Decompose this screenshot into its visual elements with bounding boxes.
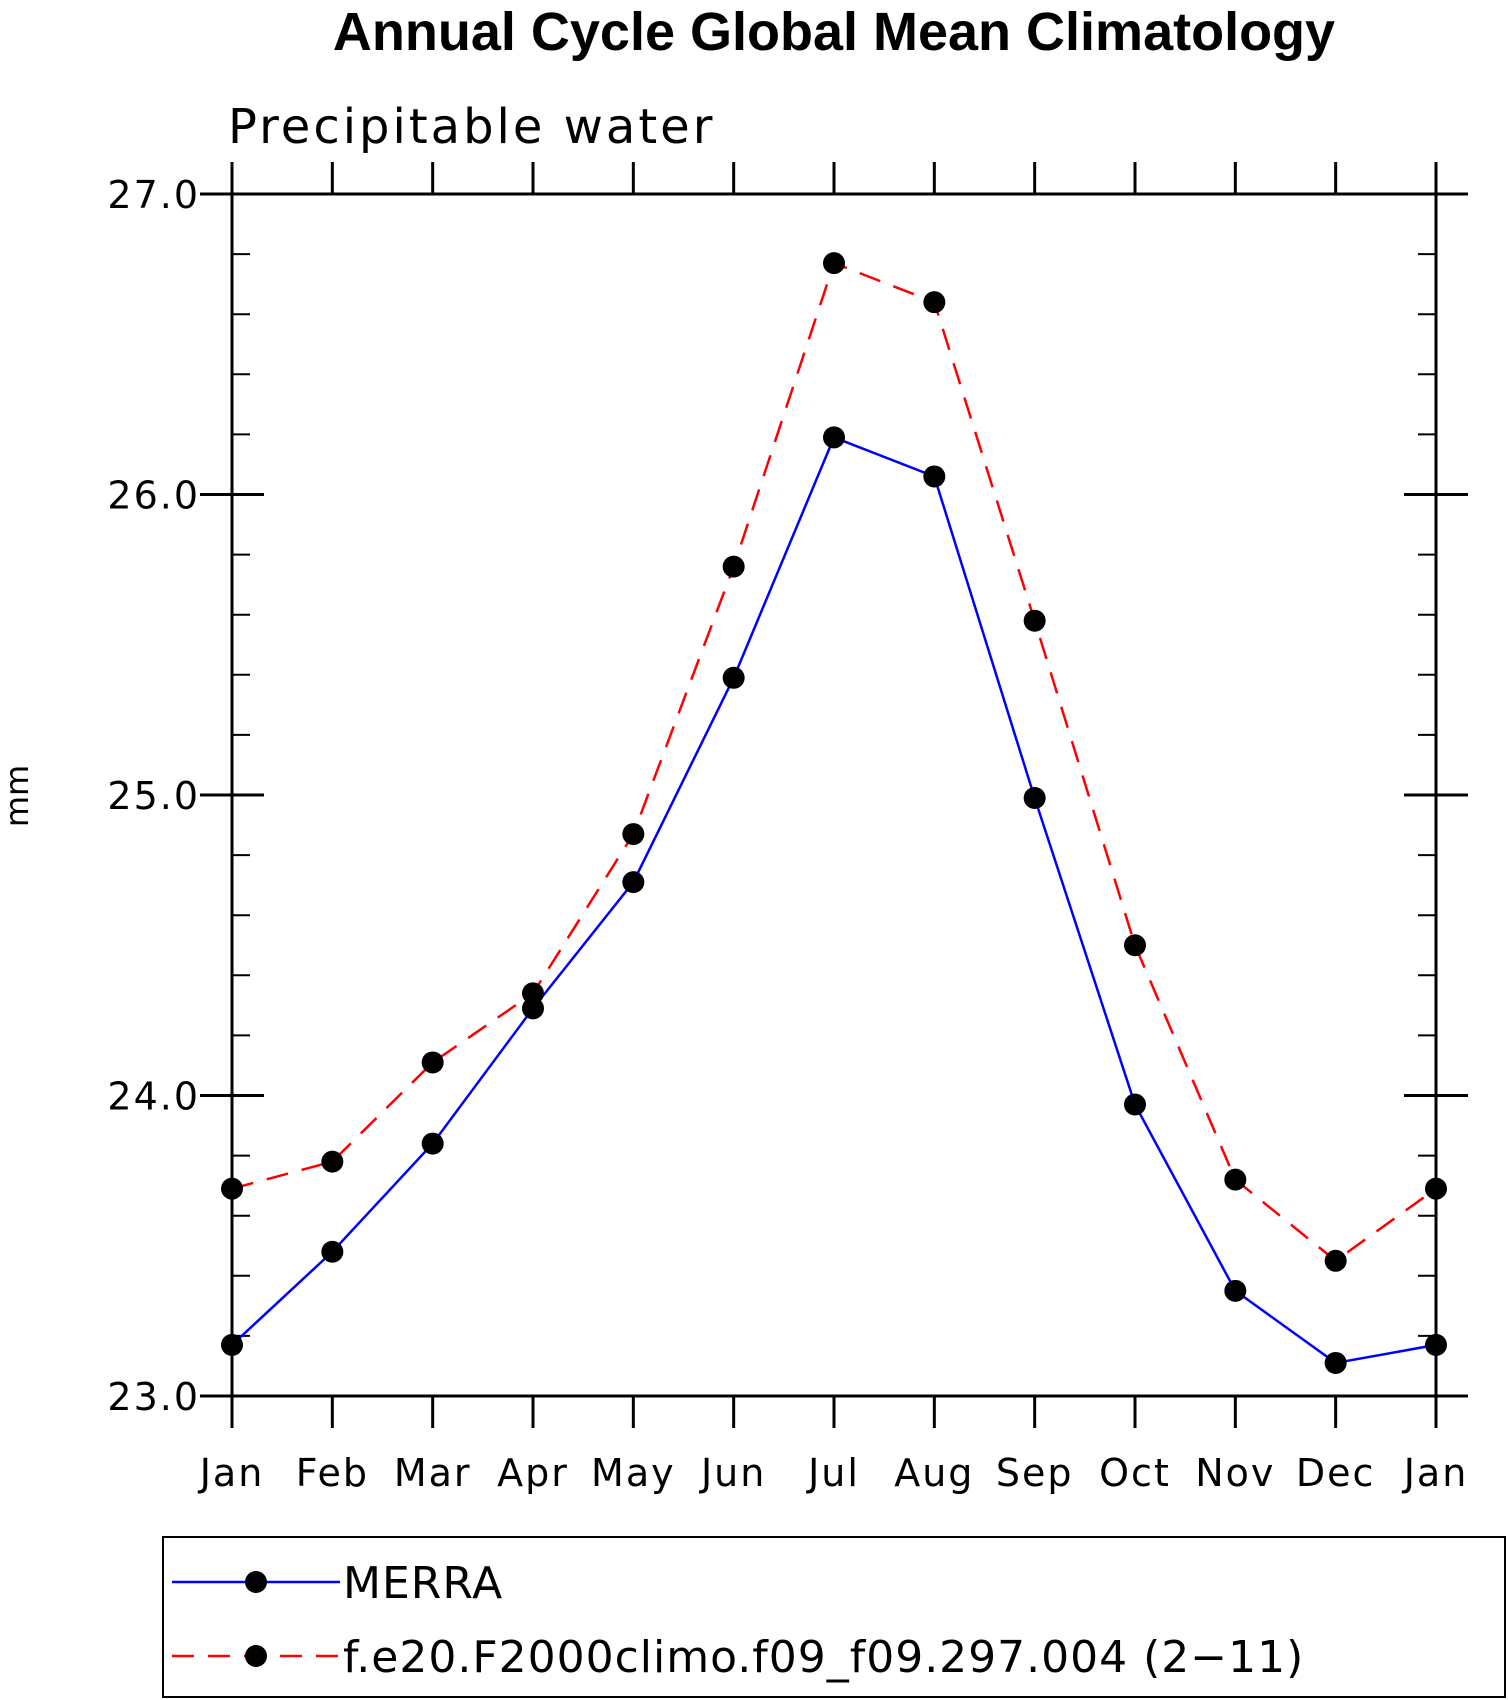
data-point (221, 1177, 243, 1200)
data-point (321, 1150, 344, 1173)
x-tick-label: Apr (497, 1451, 569, 1495)
series-line-1 (231, 435, 1437, 1365)
data-point (823, 252, 845, 275)
data-point (622, 871, 645, 894)
data-point (1425, 1177, 1447, 1200)
x-tick-label: Feb (296, 1451, 369, 1495)
data-point (1425, 1333, 1447, 1356)
data-point (722, 555, 745, 578)
legend-label: MERRA (343, 1558, 503, 1609)
data-point (622, 823, 645, 846)
axis-ticks (200, 162, 1468, 1428)
x-tick-label: Jun (699, 1451, 766, 1495)
data-point (1124, 934, 1146, 957)
chart-subtitle: Precipitable water (228, 99, 715, 155)
legend-label: f.e20.F2000climo.f09_f09.297.004 (2−11) (343, 1632, 1304, 1683)
data-point (522, 982, 544, 1005)
y-tick-label: 24.0 (107, 1075, 200, 1119)
data-point (1023, 609, 1046, 632)
y-tick-label: 27.0 (107, 173, 200, 217)
y-tick-label: 26.0 (107, 474, 200, 518)
x-axis-tick-labels: Jan Feb Mar Apr May Jun Jul Aug Sep Oct Nov Dec Jan (198, 1451, 1469, 1495)
data-point (923, 291, 946, 314)
data-point (1324, 1351, 1347, 1374)
legend: MERRA f.e20.F2000climo.f09_f09.297.004 (2… (162, 1536, 1506, 1698)
series-line-2 (231, 261, 1437, 1263)
data-point (823, 426, 845, 449)
data-point (722, 666, 745, 689)
series-points (221, 252, 1447, 1374)
x-tick-label: Oct (1099, 1451, 1171, 1495)
data-point (1224, 1279, 1247, 1302)
plot-frame (230, 192, 1438, 1398)
y-axis-label: mm (0, 765, 36, 827)
legend-frame (162, 1536, 1506, 1698)
y-tick-label: 23.0 (107, 1375, 200, 1419)
data-point (1324, 1249, 1347, 1272)
data-point (421, 1132, 444, 1155)
y-axis-tick-labels: 23.0 24.0 25.0 26.0 27.0 (107, 173, 200, 1419)
data-point (923, 465, 946, 488)
y-tick-label: 25.0 (107, 774, 200, 818)
legend-marker (245, 1645, 267, 1667)
x-tick-label: Nov (1195, 1451, 1275, 1495)
data-point (321, 1240, 344, 1263)
data-point (1124, 1093, 1146, 1116)
data-point (1023, 787, 1046, 810)
data-point (221, 1333, 243, 1356)
x-tick-label: Mar (394, 1451, 472, 1495)
data-point (1224, 1168, 1247, 1191)
x-tick-label: Sep (996, 1451, 1074, 1495)
legend-marker (245, 1571, 267, 1593)
x-tick-label: Jan (1402, 1451, 1469, 1495)
x-tick-label: Jan (198, 1451, 265, 1495)
x-tick-label: Aug (894, 1451, 974, 1495)
x-tick-label: May (591, 1451, 676, 1495)
chart-title: Annual Cycle Global Mean Climatology (333, 2, 1335, 62)
x-tick-label: Jul (806, 1451, 860, 1495)
data-point (421, 1051, 444, 1074)
x-tick-label: Dec (1296, 1451, 1376, 1495)
